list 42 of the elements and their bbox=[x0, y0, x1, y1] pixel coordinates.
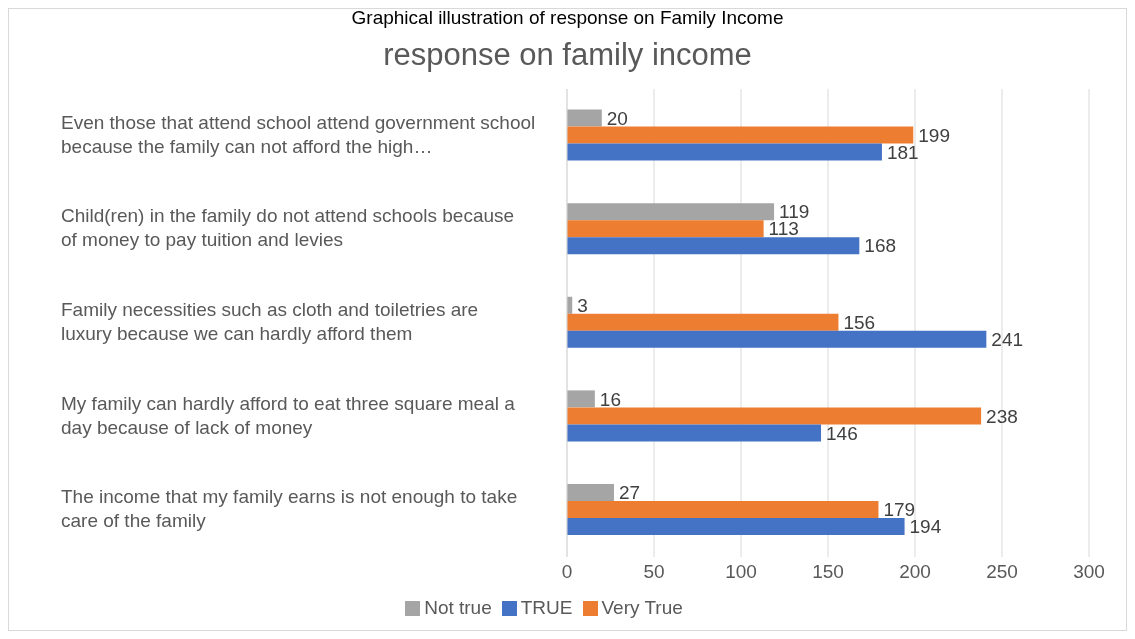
bar bbox=[567, 313, 839, 331]
data-label: 16 bbox=[599, 388, 621, 410]
bar bbox=[567, 220, 764, 238]
bar bbox=[567, 500, 879, 518]
x-tick-label: 250 bbox=[986, 561, 1018, 583]
bar bbox=[567, 483, 614, 501]
bar bbox=[567, 203, 775, 221]
x-tick-label: 100 bbox=[725, 561, 757, 583]
bar bbox=[567, 126, 914, 144]
x-tick-label: 50 bbox=[643, 561, 665, 583]
y-tick-label: Child(ren) in the family do not attend schools because of money to pay tuition and levies bbox=[61, 205, 515, 251]
x-tick-label: 300 bbox=[1073, 561, 1105, 583]
text: Graphical illustration of response on Family Income bbox=[350, 7, 785, 29]
data-label: 238 bbox=[986, 405, 1018, 427]
data-label: 27 bbox=[618, 482, 641, 504]
data-label: 168 bbox=[864, 235, 897, 257]
data-label: 20 bbox=[606, 107, 628, 129]
bar bbox=[567, 143, 882, 161]
chart-title: response on family income bbox=[382, 37, 753, 73]
bar bbox=[567, 390, 595, 408]
y-tick-label: Family necessities such as cloth and toiletries are luxury because we can hardly afford them bbox=[61, 299, 479, 345]
data-label: 181 bbox=[886, 141, 919, 163]
bar bbox=[567, 517, 905, 535]
x-tick-label: 0 bbox=[561, 561, 573, 583]
data-label: 156 bbox=[843, 312, 876, 334]
bar bbox=[567, 237, 860, 255]
y-tick-label: The income that my family earns is not enough to take care of the family bbox=[61, 486, 518, 532]
bar bbox=[567, 407, 982, 425]
legend-label: Not true bbox=[424, 597, 492, 618]
legend-label: Very True bbox=[601, 597, 683, 618]
data-label: 146 bbox=[826, 422, 858, 444]
bar bbox=[567, 109, 602, 127]
y-tick-label: My family can hardly afford to eat three square meal a day because of lack of money bbox=[61, 392, 516, 438]
data-label: 241 bbox=[991, 329, 1024, 351]
legend-label: TRUE bbox=[520, 597, 573, 618]
bar bbox=[567, 330, 987, 348]
x-tick-label: 200 bbox=[899, 561, 931, 583]
y-tick-label: Even those that attend school attend government school because the family can not afford the high… bbox=[61, 111, 536, 157]
data-label: 3 bbox=[577, 295, 588, 317]
data-label: 199 bbox=[918, 124, 950, 146]
bar bbox=[567, 424, 822, 442]
x-tick-label: 150 bbox=[812, 561, 844, 583]
